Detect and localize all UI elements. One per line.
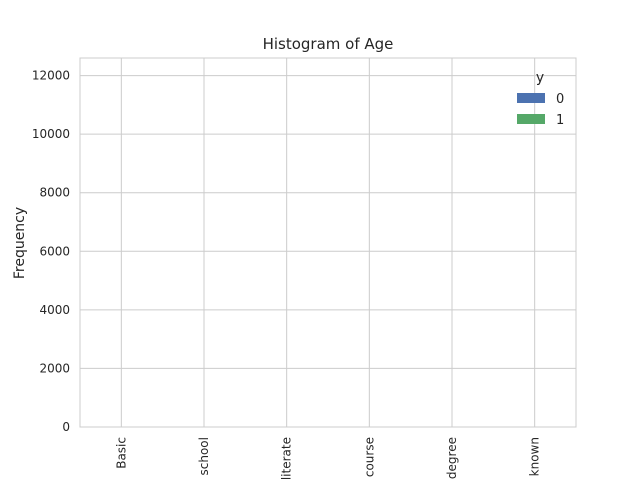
y-axis-label: Frequency <box>12 207 28 279</box>
x-tick-label: Basic <box>114 437 128 469</box>
y-tick-label: 8000 <box>39 186 70 200</box>
x-tick-label: school <box>197 437 211 475</box>
x-axis-ticks: Basic school literate course degree known <box>114 437 541 480</box>
y-tick-label: 12000 <box>32 69 70 83</box>
legend: y 0 1 <box>517 70 564 128</box>
legend-label-0: 0 <box>556 92 564 107</box>
plot-frame <box>79 57 577 428</box>
grid <box>80 58 576 428</box>
x-tick-label: degree <box>445 437 459 479</box>
y-tick-label: 10000 <box>32 127 70 141</box>
y-tick-label: 6000 <box>39 244 70 258</box>
legend-swatch-0 <box>517 93 545 103</box>
x-tick-label: literate <box>280 437 294 480</box>
y-tick-label: 2000 <box>39 361 70 375</box>
x-tick-label: known <box>528 437 542 476</box>
y-tick-label: 0 <box>62 420 70 434</box>
legend-title: y <box>536 70 544 86</box>
x-tick-label: course <box>362 437 376 477</box>
legend-label-1: 1 <box>556 113 564 128</box>
legend-swatch-1 <box>517 114 545 124</box>
y-axis-ticks: 0 2000 4000 6000 8000 10000 12000 <box>32 69 70 434</box>
y-tick-label: 4000 <box>39 303 70 317</box>
chart-title: Histogram of Age <box>263 35 394 53</box>
